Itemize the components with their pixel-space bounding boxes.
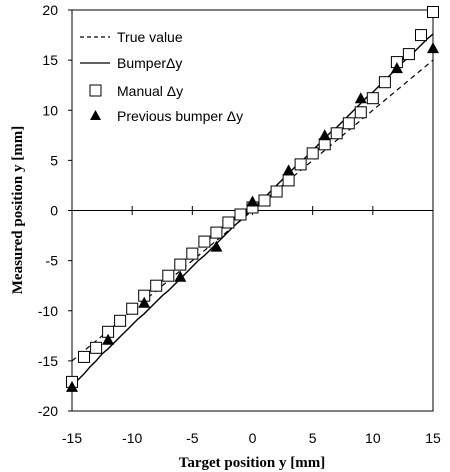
y-tick-label: 5 <box>50 152 58 168</box>
manual-point <box>378 76 391 89</box>
manual-point <box>415 29 427 42</box>
manual-point <box>186 247 199 260</box>
y-tick-label: -10 <box>38 303 58 319</box>
manual-point <box>270 185 283 198</box>
manual-point <box>330 127 343 140</box>
legend-bumper-label: BumperΔy <box>117 55 182 71</box>
previous-bumper-point <box>427 42 439 54</box>
series-layer <box>66 6 439 392</box>
previous-bumper-point <box>66 380 78 392</box>
previous-bumper-point <box>210 240 223 252</box>
manual-point <box>354 106 367 119</box>
legend-manual-label: Manual Δy <box>117 83 183 99</box>
manual-point <box>342 117 355 130</box>
manual-point <box>366 92 379 105</box>
y-tick-label: 10 <box>42 102 58 118</box>
manual-point <box>234 208 247 221</box>
legend-previous-bumper-label: Previous bumper Δy <box>117 108 243 124</box>
y-tick-label: -15 <box>38 353 58 369</box>
x-axis-ticks: -15 -10 -5 0 5 10 15 <box>62 206 441 446</box>
manual-point <box>90 341 103 354</box>
previous-bumper-point <box>282 164 295 176</box>
x-axis-title: Target position y [mm] <box>179 455 326 471</box>
y-tick-label: -5 <box>46 253 59 269</box>
previous-bumper-point <box>174 270 187 282</box>
manual-point <box>126 302 139 315</box>
legend-previous-bumper-swatch <box>90 110 101 120</box>
y-tick-label: -20 <box>38 403 58 419</box>
manual-point <box>198 235 211 248</box>
previous-bumper-point <box>390 62 403 74</box>
manual-point <box>210 226 223 239</box>
previous-bumper-point <box>318 129 331 141</box>
previous-bumper-point <box>102 333 115 345</box>
legend-manual-swatch <box>89 84 102 97</box>
x-tick-label: 0 <box>249 430 257 446</box>
manual-point <box>294 158 307 171</box>
manual-point <box>282 174 295 187</box>
manual-point <box>318 138 331 151</box>
manual-point <box>402 48 415 61</box>
manual-point <box>258 194 271 207</box>
previous-bumper-point <box>246 195 259 207</box>
manual-point <box>427 6 439 18</box>
manual-point <box>174 258 187 271</box>
x-tick-label: 5 <box>309 430 317 446</box>
x-tick-label: 10 <box>365 430 381 446</box>
x-tick-label: -15 <box>62 430 82 446</box>
y-axis-title: Measured position y [mm] <box>10 126 26 294</box>
manual-point <box>222 216 235 229</box>
x-tick-label: -5 <box>186 430 199 446</box>
x-tick-label: 15 <box>425 430 441 446</box>
manual-point <box>306 147 319 160</box>
previous-bumper-point <box>354 92 367 104</box>
previous-bumper-point <box>138 296 151 308</box>
manual-point <box>162 269 175 282</box>
manual-point <box>114 314 127 327</box>
y-axis-ticks: -20 -15 -10 -5 0 5 10 15 20 <box>38 2 72 419</box>
legend: True value BumperΔy Manual Δy Previous b… <box>80 29 243 124</box>
manual-point <box>150 279 163 292</box>
manual-point <box>78 350 90 363</box>
y-tick-label: 20 <box>42 2 58 18</box>
x-tick-label: -10 <box>122 430 142 446</box>
y-tick-label: 0 <box>50 203 58 219</box>
legend-true-value-label: True value <box>117 29 183 45</box>
y-tick-label: 15 <box>42 52 58 68</box>
